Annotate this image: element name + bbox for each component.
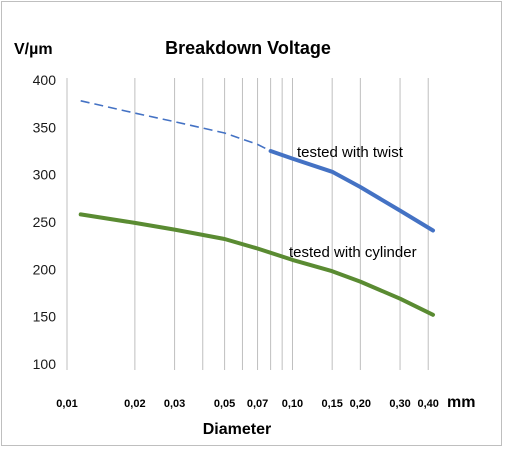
x-tick-label: 0,40: [418, 398, 439, 410]
chart-title: Breakdown Voltage: [165, 38, 331, 58]
y-tick-label: 100: [33, 356, 57, 372]
y-tick-label: 200: [33, 261, 57, 277]
y-tick-label: 300: [33, 167, 57, 183]
series-line-solid-0: [268, 149, 435, 233]
grid: [66, 78, 429, 370]
x-tick-label: 0,10: [282, 398, 303, 410]
y-tick-label: 150: [33, 309, 57, 325]
x-tick-label: 0,15: [321, 398, 342, 410]
series-line-dashed-0: [80, 100, 271, 152]
y-tick-label: 250: [33, 214, 57, 230]
y-axis-unit: V/µm: [14, 41, 53, 58]
series-line-1: [78, 212, 435, 317]
x-tick-label: 0,07: [247, 398, 268, 410]
x-tick-label: 0,02: [124, 398, 145, 410]
series: [78, 100, 435, 317]
x-axis-unit: mm: [447, 394, 475, 411]
x-tick-labels: 0,01 0,02 0,03 0,05 0,07 0,10 0,15 0,20 0,30 0,40: [56, 398, 439, 410]
x-tick-label: 0,01: [56, 398, 77, 410]
x-axis-label: Diameter: [203, 421, 271, 438]
x-tick-label: 0,30: [389, 398, 410, 410]
x-tick-label: 0,03: [164, 398, 185, 410]
y-tick-labels: 400 350 300 250 200 150 100: [33, 72, 57, 372]
series-label-cylinder: tested with cylinder: [289, 244, 417, 261]
y-tick-label: 400: [33, 72, 57, 88]
x-tick-label: 0,05: [214, 398, 235, 410]
y-tick-label: 350: [33, 119, 57, 135]
series-label-twist: tested with twist: [297, 144, 404, 161]
x-tick-label: 0,20: [350, 398, 371, 410]
